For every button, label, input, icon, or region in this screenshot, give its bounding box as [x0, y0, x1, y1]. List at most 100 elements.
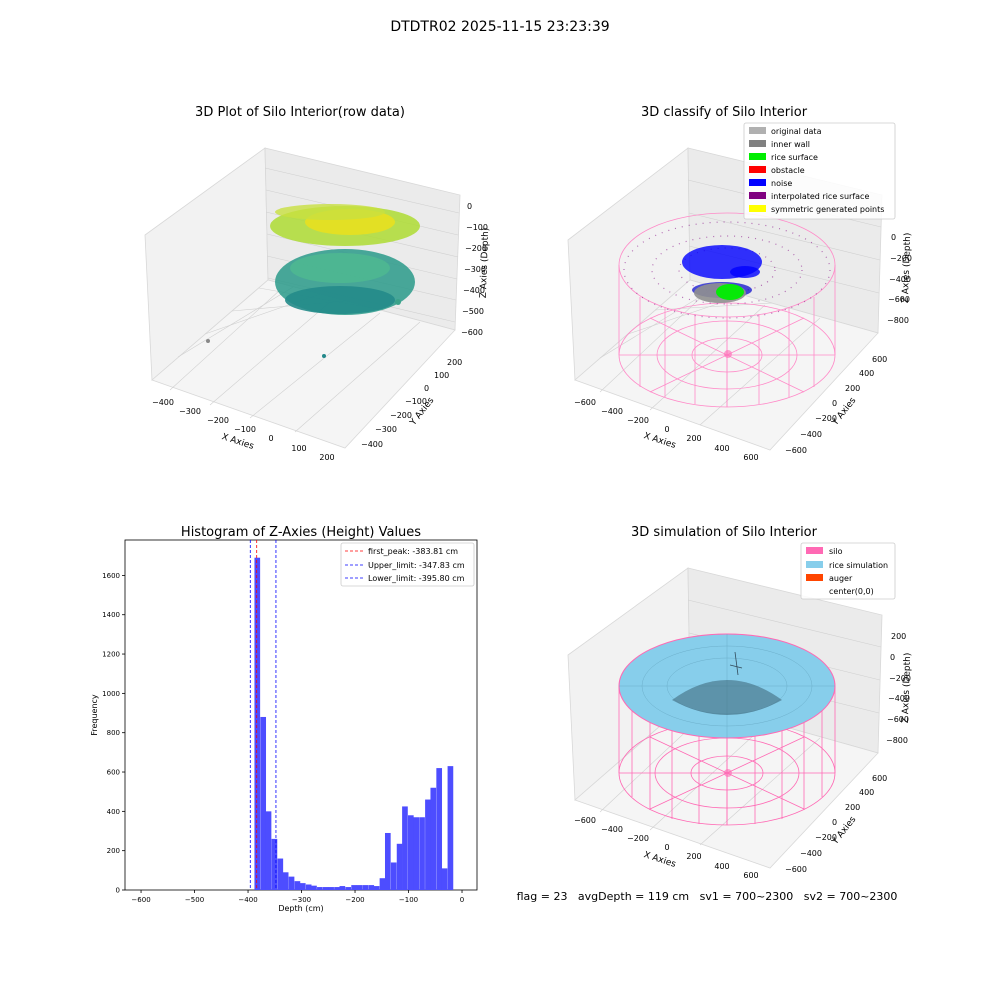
histogram-bar: [430, 787, 437, 890]
panel3-legend-label: Upper_limit: -347.83 cm: [368, 561, 465, 570]
panel1-ztick: −100: [466, 223, 488, 232]
panel1-floor-pane: [151, 279, 456, 449]
panel1-ytick: 200: [447, 358, 462, 367]
histogram-bar: [379, 878, 386, 890]
panel2-xtick: 600: [743, 453, 758, 462]
histogram-bar: [402, 806, 408, 890]
panel2-legend-label: inner wall: [771, 140, 810, 149]
panel2-xlabel: X Axies: [642, 431, 677, 451]
panel2-legend-swatch: [749, 192, 766, 199]
panel1-xtick: 100: [291, 444, 306, 453]
panel2-ytick: −200: [815, 414, 837, 423]
panel2-y-ticks: 600 400 200 0 −200 −400 −600: [785, 355, 887, 455]
panel3-ylabel: Frequency: [90, 694, 99, 736]
panel2-ytick: 0: [832, 399, 837, 408]
panel2-ytick: 200: [845, 384, 860, 393]
panel1-upper-rim: [275, 204, 385, 220]
histogram-bar: [277, 858, 284, 890]
histogram-ytick-label: 1200: [102, 651, 120, 659]
panel4-ztick: −400: [888, 694, 910, 703]
histogram-bar: [265, 811, 272, 890]
panel1-ztick: −300: [464, 265, 486, 274]
histogram-bar: [384, 832, 391, 890]
panel4-legend-label: rice simulation: [829, 561, 888, 570]
histogram-bar: [322, 887, 329, 890]
histogram-bar: [339, 886, 346, 890]
histogram-ytick-label: 1000: [102, 690, 120, 698]
status-footer: flag = 23 avgDepth = 119 cm sv1 = 700~23…: [517, 890, 898, 903]
histogram-bar: [356, 885, 363, 890]
panel4-legend-label: auger: [829, 574, 853, 583]
panel2-noise-tail: [730, 266, 760, 278]
panel-simulation: 3D simulation of Silo Interior: [567, 525, 913, 880]
histogram-xtick-label: −400: [238, 896, 257, 904]
panel2-legend-swatch: [749, 140, 766, 147]
panel4-ztick: −600: [887, 715, 909, 724]
histogram-x-ticks: −600 −500 −400 −300 −200 −100 0: [131, 890, 464, 904]
panel3-legend-label: first_peak: -383.81 cm: [368, 547, 458, 556]
panel2-legend-swatch: [749, 166, 766, 173]
panel4-legend-swatch: [805, 586, 824, 595]
panel2-ztick: −600: [888, 295, 910, 304]
histogram-bar: [419, 817, 425, 890]
histogram-ytick-label: 200: [107, 847, 120, 855]
panel2-xtick: −400: [601, 407, 623, 416]
panel2-ytick: −400: [800, 430, 822, 439]
panel1-xlabel: X Axies: [220, 432, 255, 452]
panel4-ytick: −200: [815, 833, 837, 842]
panel4-title: 3D simulation of Silo Interior: [631, 525, 818, 540]
panel2-xtick: −200: [627, 416, 649, 425]
panel1-ztick: −400: [463, 286, 485, 295]
panel4-ztick: −200: [889, 674, 911, 683]
panel2-legend-swatch: [749, 205, 766, 212]
histogram-bar: [368, 885, 375, 890]
histogram-bar: [407, 815, 414, 890]
panel2-z-ticks: 0 −200 −400 −600 −800: [887, 233, 912, 325]
panel4-legend-label: silo: [829, 547, 843, 556]
panel2-silo-center: [724, 350, 732, 358]
panel4-legend-box: [800, 542, 896, 600]
panel2-legend-label: rice surface: [771, 153, 818, 162]
panel1-ztick: −200: [465, 244, 487, 253]
panel1-outlier-c: [395, 299, 401, 305]
panel4-xtick: 0: [664, 843, 669, 852]
histogram-bar: [390, 862, 397, 890]
panel4-ztick: −800: [886, 736, 908, 745]
histogram-bar: [282, 872, 289, 890]
panel4-auger: [729, 651, 743, 676]
panel2-ztick: 0: [891, 233, 896, 242]
histogram-ytick-label: 600: [107, 769, 120, 777]
histogram-ytick-label: 1600: [102, 572, 120, 580]
histogram-bar: [396, 843, 403, 890]
panel4-ytick: 400: [859, 788, 874, 797]
panel2-legend-label: interpolated rice surface: [771, 192, 869, 201]
histogram-bar: [373, 886, 380, 890]
panel2-legend-box: [743, 122, 896, 220]
histogram-xtick-label: 0: [460, 896, 464, 904]
histogram-bar: [447, 766, 454, 890]
panel4-xtick: 200: [686, 852, 701, 861]
histogram-xtick-label: −600: [131, 896, 150, 904]
panel1-y-ticks: 200 100 0 −100 −200 −300 −400: [361, 358, 462, 449]
panel2-ytick: 400: [859, 369, 874, 378]
panel3-xlabel: Depth (cm): [278, 904, 323, 913]
histogram-bar: [345, 887, 352, 890]
histogram-y-ticks: 0 200 400 600 800 1000 1200 1400 1600: [102, 572, 125, 895]
histogram-ytick-label: 1400: [102, 611, 120, 619]
panel2-ztick: −200: [890, 254, 912, 263]
panel1-ztick: −500: [462, 307, 484, 316]
panel1-xtick: 200: [319, 453, 334, 462]
histogram-bar: [441, 868, 448, 890]
panel4-ytick: 200: [845, 803, 860, 812]
panel2-rice-surface-cluster: [716, 284, 744, 300]
panel4-xtick: −600: [574, 816, 596, 825]
panel1-lower-core: [290, 253, 390, 283]
panel2-legend-label: noise: [771, 179, 792, 188]
histogram-bar: [413, 817, 420, 890]
panel4-xtick: −400: [601, 825, 623, 834]
histogram-ytick-label: 0: [116, 887, 120, 895]
panel1-ztick: −600: [461, 328, 483, 337]
panel2-ytick: −600: [785, 446, 807, 455]
panel1-lower-floor: [285, 286, 395, 314]
